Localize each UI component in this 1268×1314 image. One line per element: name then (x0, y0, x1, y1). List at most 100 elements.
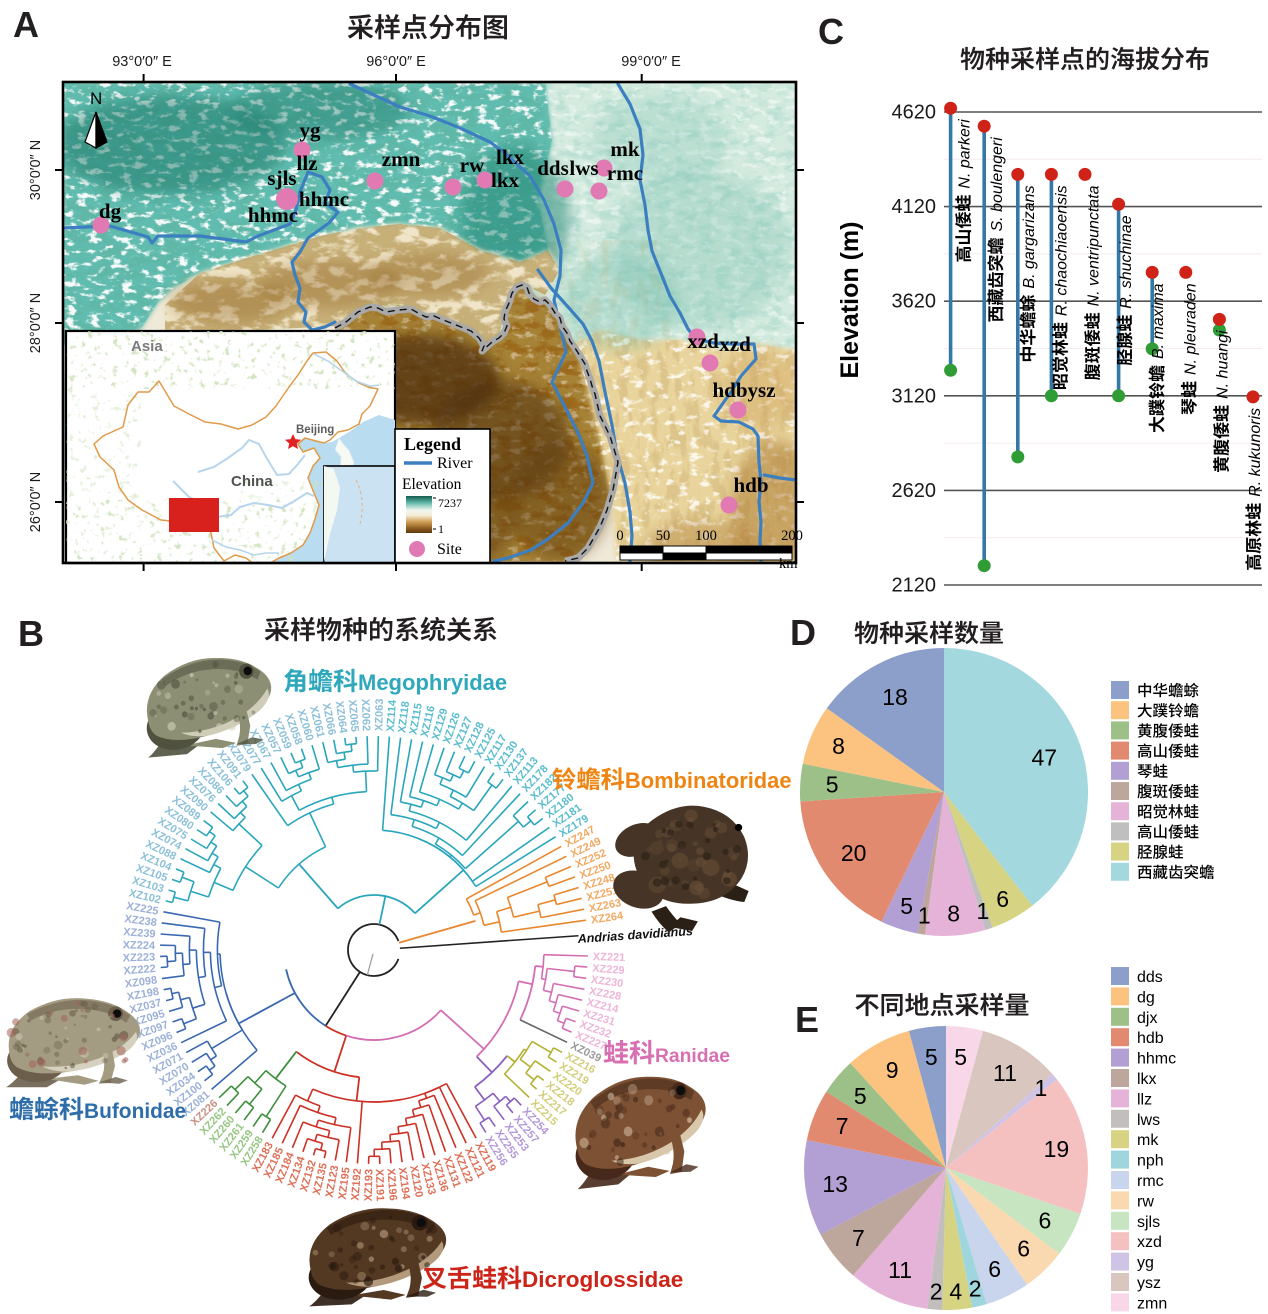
svg-text:B. gargarizans: B. gargarizans (1021, 185, 1038, 288)
svg-text:XZ114: XZ114 (385, 699, 399, 732)
svg-text:100: 100 (695, 528, 717, 544)
svg-text:7237: 7237 (438, 496, 462, 510)
svg-text:XZ118: XZ118 (396, 701, 412, 734)
svg-text:XZ195: XZ195 (337, 1167, 353, 1201)
svg-text:N: N (90, 89, 102, 108)
svg-text:2: 2 (969, 1276, 982, 1302)
svg-text:2620: 2620 (892, 480, 937, 502)
svg-text:5: 5 (854, 1083, 867, 1109)
svg-text:XZ228: XZ228 (588, 985, 622, 1003)
svg-text:sjls: sjls (267, 166, 296, 190)
svg-text:93°0′0″ E: 93°0′0″ E (112, 54, 172, 70)
svg-text:lws: lws (569, 156, 598, 180)
svg-text:XZ193: XZ193 (363, 1169, 376, 1202)
svg-text:Ranidae: Ranidae (655, 1046, 730, 1067)
svg-text:hdbysz: hdbysz (712, 378, 775, 402)
svg-text:XZ063: XZ063 (373, 698, 386, 731)
svg-text:Site: Site (437, 541, 462, 558)
svg-text:dds: dds (537, 156, 569, 180)
svg-text:30°0′0″ N: 30°0′0″ N (28, 140, 44, 200)
svg-text:26°0′0″ N: 26°0′0″ N (28, 472, 44, 532)
svg-text:lkx: lkx (496, 145, 525, 169)
svg-text:R. shuchinae: R. shuchinae (1118, 215, 1135, 308)
svg-text:XZ221: XZ221 (593, 951, 626, 964)
svg-text:N. huangi: N. huangi (1215, 330, 1232, 399)
svg-text:nph: nph (1137, 1153, 1164, 1170)
svg-text:A: A (13, 4, 39, 45)
svg-text:hdb: hdb (733, 473, 768, 497)
svg-text:8: 8 (832, 733, 845, 759)
svg-text:XZ062: XZ062 (359, 699, 372, 732)
svg-text:hdb: hdb (1137, 1030, 1164, 1047)
svg-text:3620: 3620 (892, 291, 937, 313)
svg-text:7: 7 (852, 1225, 865, 1251)
svg-text:hhmc: hhmc (1137, 1051, 1176, 1068)
svg-text:zmn: zmn (382, 147, 421, 171)
svg-text:5: 5 (826, 772, 839, 798)
svg-text:XZ120: XZ120 (407, 1164, 425, 1198)
svg-text:Asia: Asia (131, 338, 163, 355)
svg-text:8: 8 (947, 901, 960, 927)
svg-text:yg: yg (1137, 1255, 1154, 1272)
svg-text:B: B (18, 613, 44, 654)
svg-text:B. maxima: B. maxima (1150, 283, 1167, 359)
svg-text:rmc: rmc (607, 161, 643, 185)
svg-text:1: 1 (977, 898, 990, 924)
svg-text:4120: 4120 (892, 196, 937, 218)
svg-text:19: 19 (1044, 1136, 1070, 1162)
svg-text:S. boulengeri: S. boulengeri (989, 137, 1006, 232)
svg-text:XZ264: XZ264 (590, 910, 625, 927)
svg-text:rw: rw (1137, 1193, 1154, 1210)
svg-text:99°0′0″ E: 99°0′0″ E (621, 54, 681, 70)
svg-text:Megophryidae: Megophryidae (358, 670, 507, 695)
svg-text:XZ191: XZ191 (373, 1169, 386, 1202)
svg-text:XZ223: XZ223 (123, 952, 156, 965)
svg-text:XZ198: XZ198 (126, 986, 160, 1004)
svg-text:Bombinatoridae: Bombinatoridae (625, 768, 792, 793)
svg-text:XZ064: XZ064 (333, 700, 349, 735)
svg-text:lkx: lkx (491, 168, 520, 192)
svg-text:XZ239: XZ239 (123, 926, 156, 940)
svg-text:dds: dds (1137, 969, 1163, 986)
svg-text:N. parkeri: N. parkeri (957, 119, 974, 189)
svg-text:XZ192: XZ192 (350, 1168, 364, 1201)
svg-text:18: 18 (882, 684, 908, 710)
svg-text:XZ229: XZ229 (592, 963, 625, 978)
svg-text:XZ224: XZ224 (123, 939, 157, 952)
svg-text:E: E (795, 999, 819, 1040)
svg-text:R. kukunoris: R. kukunoris (1247, 408, 1264, 497)
svg-text:llz: llz (1137, 1091, 1152, 1108)
svg-text:llz: llz (297, 151, 318, 175)
svg-text:5: 5 (954, 1044, 967, 1070)
svg-text:XZ230: XZ230 (590, 974, 624, 990)
svg-text:6: 6 (1017, 1236, 1030, 1262)
svg-text:xzd: xzd (687, 329, 719, 353)
svg-text:Legend: Legend (404, 434, 461, 454)
svg-text:6: 6 (988, 1256, 1001, 1282)
svg-text:200: 200 (781, 528, 803, 544)
svg-text:N. pleuraden: N. pleuraden (1182, 283, 1199, 375)
svg-text:rmc: rmc (1137, 1173, 1164, 1190)
svg-text:XZ115: XZ115 (408, 702, 425, 735)
svg-text:XZ238: XZ238 (124, 913, 158, 929)
svg-text:djx: djx (1137, 1010, 1157, 1027)
svg-text:5: 5 (900, 893, 913, 919)
svg-text:XZ098: XZ098 (124, 974, 158, 990)
svg-text:hhmc: hhmc (299, 187, 349, 211)
svg-text:D: D (790, 612, 816, 653)
svg-text:96°0′0″ E: 96°0′0″ E (366, 54, 426, 70)
svg-text:11: 11 (993, 1060, 1017, 1086)
svg-text:11: 11 (888, 1257, 912, 1283)
svg-text:4: 4 (949, 1279, 962, 1305)
svg-text:XZ194: XZ194 (396, 1166, 412, 1201)
svg-text:2120: 2120 (892, 575, 937, 597)
svg-text:XZ123: XZ123 (324, 1164, 342, 1198)
svg-text:0: 0 (616, 528, 623, 544)
svg-text:sjls: sjls (1137, 1214, 1160, 1231)
svg-text:4620: 4620 (892, 102, 937, 124)
svg-text:5: 5 (925, 1044, 938, 1070)
svg-text:1: 1 (438, 522, 444, 536)
svg-text:lkx: lkx (1137, 1071, 1157, 1088)
svg-text:Dicroglossidae: Dicroglossidae (522, 1267, 683, 1292)
svg-text:mk: mk (1137, 1132, 1159, 1149)
